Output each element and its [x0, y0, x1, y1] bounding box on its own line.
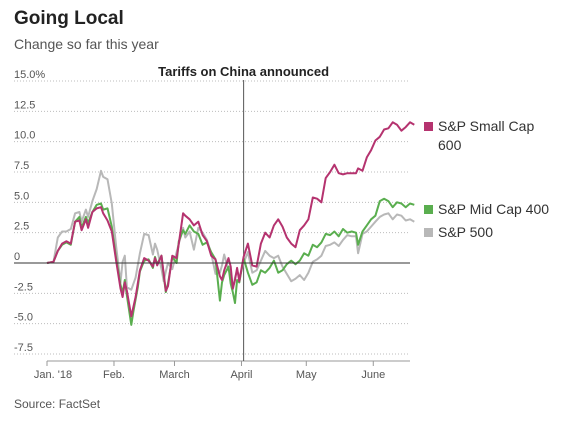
legend-label: S&P Mid Cap 400 [438, 201, 549, 217]
y-axis-ticks: 15.0% 12.5 10.0 7.5 5.0 2.5 0 -2.5 -5.0 -7.5 [14, 69, 45, 354]
y-tick-label: 5.0 [14, 190, 29, 202]
y-tick-label: 7.5 [14, 160, 29, 172]
y-tick-label: 15.0% [14, 69, 45, 81]
series-line-2 [46, 169, 415, 291]
y-tick-label: -7.5 [14, 342, 33, 354]
x-tick-label: May [296, 369, 317, 381]
y-tick-label: 0 [14, 251, 20, 263]
y-tick-label: 10.0 [14, 130, 35, 142]
gridlines [14, 80, 410, 355]
legend: S&P Small Cap 600 S&P Mid Cap 400 S&P 500 [424, 118, 549, 240]
tariff-annotation: Tariffs on China announced [158, 64, 329, 361]
legend-label: S&P 500 [438, 224, 493, 240]
x-tick-label: June [361, 369, 385, 381]
x-axis-ticks: Jan. '18 Feb. March April May June [34, 360, 410, 381]
legend-swatch [424, 122, 433, 131]
series-lines [46, 121, 415, 326]
x-tick-label: Feb. [103, 369, 125, 381]
chart-title: Going Local [14, 8, 124, 29]
y-tick-label: -5.0 [14, 312, 33, 324]
series-line-1 [46, 197, 415, 326]
legend-label: 600 [438, 137, 462, 153]
source-note: Source: FactSet [14, 397, 101, 411]
x-tick-label: April [230, 369, 252, 381]
y-tick-label: 2.5 [14, 221, 29, 233]
y-tick-label: -2.5 [14, 281, 33, 293]
legend-swatch [424, 205, 433, 214]
line-chart: 15.0% 12.5 10.0 7.5 5.0 2.5 0 -2.5 -5.0 -7.5 Jan.… [14, 64, 549, 381]
annotation-label: Tariffs on China announced [158, 64, 329, 79]
y-tick-label: 12.5 [14, 99, 35, 111]
legend-label: S&P Small Cap [438, 118, 534, 134]
x-tick-label: March [159, 369, 190, 381]
x-tick-label: Jan. '18 [34, 369, 72, 381]
series-line-0 [46, 121, 415, 318]
chart-subtitle: Change so far this year [14, 36, 159, 52]
legend-swatch [424, 228, 433, 237]
